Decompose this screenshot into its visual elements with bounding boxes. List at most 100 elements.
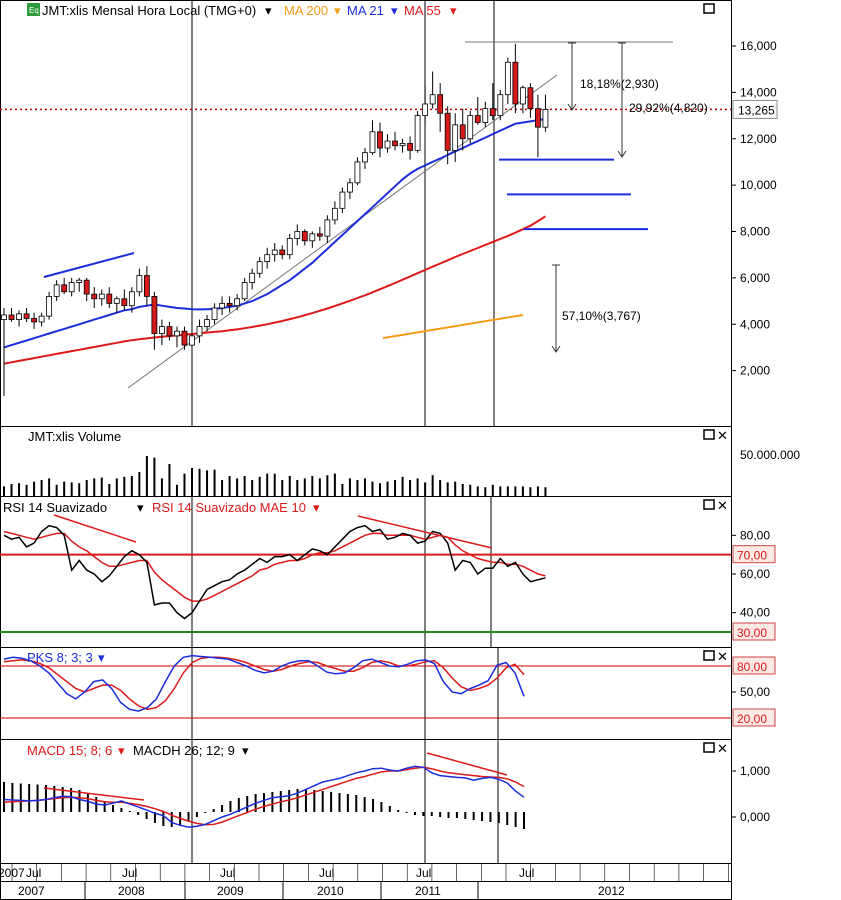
pks-legend: PKS 8; 3; 3 ▾ ✕ bbox=[27, 649, 728, 665]
maximize-icon[interactable] bbox=[703, 742, 715, 753]
measure-arrow-3-head bbox=[551, 345, 561, 353]
month-label: Jul bbox=[122, 866, 137, 880]
pks-panel: 50,00 80,00 20,00 bbox=[0, 654, 776, 727]
panel-frames bbox=[0, 0, 732, 900]
candle-body bbox=[482, 108, 489, 123]
maximize-icon[interactable] bbox=[703, 499, 715, 510]
ma55-label[interactable]: MA 55 bbox=[404, 3, 441, 18]
ma21-label[interactable]: MA 21 bbox=[347, 3, 384, 18]
candle-body bbox=[527, 87, 534, 110]
candle-body bbox=[121, 298, 128, 307]
ma55-line bbox=[3, 215, 546, 365]
macd-panel: 1,000 0,000 bbox=[3, 752, 770, 829]
pks-signal-line bbox=[3, 656, 525, 711]
macd-label[interactable]: MACD 15; 8; 6 bbox=[27, 743, 112, 758]
candle-body bbox=[504, 61, 511, 96]
chevron-down-icon[interactable]: ▾ bbox=[334, 3, 341, 18]
candle-body bbox=[362, 152, 368, 163]
price-tick-label: 4,000 bbox=[740, 317, 770, 331]
month-label: Jul bbox=[416, 866, 431, 880]
rsi-tick-label: 40,00 bbox=[740, 606, 770, 620]
candle-body bbox=[68, 282, 75, 293]
candle-body bbox=[249, 272, 256, 283]
chevron-down-icon[interactable]: ▾ bbox=[450, 3, 457, 18]
rsi-legend: RSI 14 Suavizado ▾ RSI 14 Suavizado MAE … bbox=[3, 498, 728, 515]
price-tick-label: 12,000 bbox=[740, 132, 777, 146]
candle-body bbox=[128, 291, 135, 307]
macd-tick-label: 1,000 bbox=[740, 764, 770, 778]
rsi-mae-line bbox=[3, 530, 546, 602]
candle-body bbox=[166, 326, 173, 337]
close-icon[interactable]: ✕ bbox=[717, 498, 728, 513]
symbol-label[interactable]: JMT:xlis Mensal Hora Local (TMG+0) bbox=[42, 3, 256, 18]
macdh-label[interactable]: MACDH 26; 12; 9 bbox=[133, 743, 235, 758]
candle-body bbox=[83, 279, 90, 295]
candle-body bbox=[61, 284, 68, 293]
candle-body bbox=[106, 293, 113, 304]
rsi-level-30-tag bbox=[732, 622, 776, 641]
chevron-down-icon[interactable]: ▾ bbox=[118, 743, 125, 758]
measure-arrow-2-head bbox=[617, 150, 627, 158]
candle-body bbox=[196, 326, 203, 337]
candle-body bbox=[76, 279, 83, 283]
candle-body bbox=[542, 109, 549, 128]
maximize-icon[interactable] bbox=[703, 429, 715, 440]
price-panel: 2,000 4,000 6,000 8,000 10,000 12,000 14,000 16… bbox=[0, 39, 778, 397]
price-tick-label: 14,000 bbox=[740, 85, 777, 99]
rsi-line bbox=[3, 524, 546, 620]
ma200-line bbox=[382, 313, 524, 340]
pks-label[interactable]: PKS 8; 3; 3 bbox=[27, 650, 93, 665]
candle-body bbox=[211, 307, 218, 321]
close-icon[interactable]: ✕ bbox=[717, 428, 728, 443]
annotation-1: 18,18%(2,930) bbox=[580, 77, 659, 91]
last-price-tag-text: 13,265 bbox=[738, 103, 775, 117]
candle-body bbox=[474, 115, 481, 123]
candle-body bbox=[444, 112, 451, 151]
maximize-icon[interactable] bbox=[703, 650, 715, 661]
volume-panel bbox=[3, 456, 547, 496]
maximize-icon[interactable] bbox=[703, 3, 715, 14]
candle-body bbox=[219, 302, 225, 309]
candle-body bbox=[384, 140, 391, 149]
chevron-down-icon[interactable]: ▾ bbox=[242, 743, 249, 758]
candle-body bbox=[301, 231, 308, 242]
rsi-level-70-tag bbox=[732, 545, 776, 564]
candle-body bbox=[399, 142, 406, 147]
annotation-2: 29,92%(4,820) bbox=[629, 101, 708, 115]
candle-body bbox=[309, 233, 316, 242]
candle-body bbox=[279, 249, 286, 256]
year-label: 2007 bbox=[18, 884, 45, 898]
candle-body bbox=[339, 191, 346, 209]
chevron-down-icon[interactable]: ▾ bbox=[98, 650, 105, 665]
rsi-mae-label[interactable]: RSI 14 Suavizado MAE 10 bbox=[152, 500, 306, 515]
close-icon[interactable]: ✕ bbox=[717, 649, 728, 664]
volume-label: JMT:xlis Volume bbox=[28, 429, 121, 444]
candle-body bbox=[143, 275, 150, 297]
candle-body bbox=[1, 314, 7, 321]
eq-icon bbox=[27, 3, 40, 16]
eq-icon-label: Eq bbox=[29, 6, 39, 15]
measure-arrow-1-head bbox=[567, 103, 577, 111]
candle-body bbox=[23, 313, 30, 319]
rsi-label[interactable]: RSI 14 Suavizado bbox=[3, 500, 107, 515]
candle-body bbox=[204, 319, 210, 327]
month-label: Jul bbox=[319, 866, 334, 880]
candle-body bbox=[8, 314, 15, 321]
candle-body bbox=[294, 231, 301, 239]
candle-body bbox=[271, 249, 278, 256]
chevron-down-icon[interactable]: ▾ bbox=[265, 3, 272, 18]
rsi-level-70-text: 70,00 bbox=[737, 549, 767, 563]
year-label: 2009 bbox=[217, 884, 244, 898]
price-tick-label: 8,000 bbox=[740, 225, 770, 239]
rsi-panel: 80,00 60,00 40,00 70,00 30,00 bbox=[0, 514, 776, 641]
chevron-down-icon[interactable]: ▾ bbox=[391, 3, 398, 18]
close-icon[interactable]: ✕ bbox=[717, 741, 728, 756]
ma200-label[interactable]: MA 200 bbox=[284, 3, 328, 18]
candle-body bbox=[38, 315, 45, 323]
candle-body bbox=[113, 298, 120, 304]
macd-legend: MACD 15; 8; 6 ▾ MACDH 26; 12; 9 ▾ ✕ bbox=[27, 741, 728, 758]
chevron-down-icon[interactable]: ▾ bbox=[313, 500, 320, 515]
chevron-down-icon[interactable]: ▾ bbox=[137, 500, 144, 515]
candle-body bbox=[53, 284, 60, 297]
trend-line-2007 bbox=[43, 252, 135, 278]
